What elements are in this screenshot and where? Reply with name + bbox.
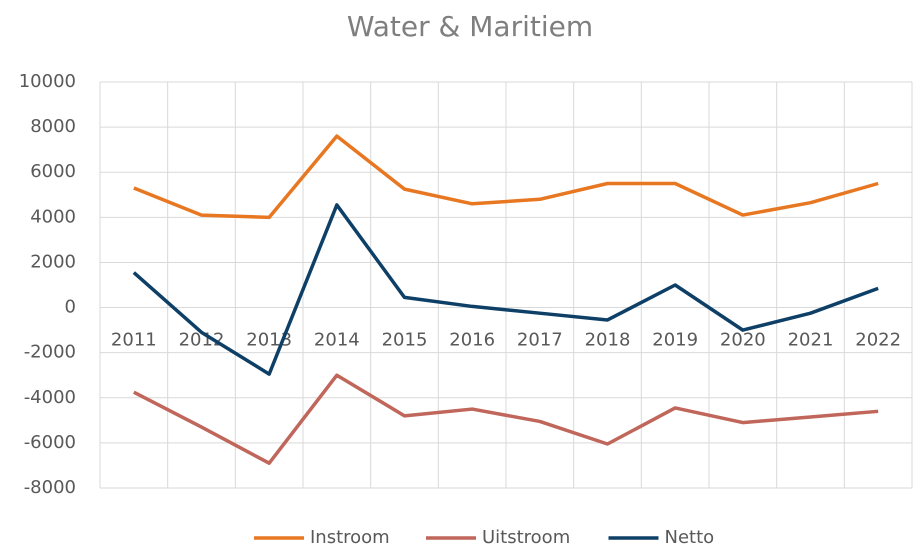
x-tick-label: 2018 [585,330,631,351]
chart-title: Water & Maritiem [347,10,593,43]
legend-label: Netto [665,527,715,548]
y-tick-label: 0 [65,297,76,318]
series-line [133,373,879,465]
x-tick-label: 2022 [855,330,901,351]
y-tick-label: 10000 [19,71,76,92]
x-tick-label: 2019 [652,330,698,351]
y-tick-label: 4000 [30,206,76,227]
x-tick-label: 2017 [517,330,563,351]
y-tick-label: -4000 [24,387,76,408]
x-tick-label: 2015 [382,330,428,351]
legend-label: Uitstroom [482,527,570,548]
y-tick-label: -8000 [24,477,76,498]
x-tick-label: 2020 [720,330,766,351]
x-tick-label: 2012 [179,330,225,351]
y-tick-label: -2000 [24,342,76,363]
x-tick-label: 2021 [788,330,834,351]
legend-label: Instroom [310,527,390,548]
x-tick-label: 2011 [111,330,157,351]
y-tick-label: 6000 [30,161,76,182]
series-line [133,134,879,220]
series-line [132,203,879,376]
x-tick-label: 2014 [314,330,360,351]
y-tick-label: 2000 [30,251,76,272]
y-tick-label: -6000 [24,432,76,453]
x-tick-label: 2016 [449,330,495,351]
y-tick-label: 8000 [30,116,76,137]
